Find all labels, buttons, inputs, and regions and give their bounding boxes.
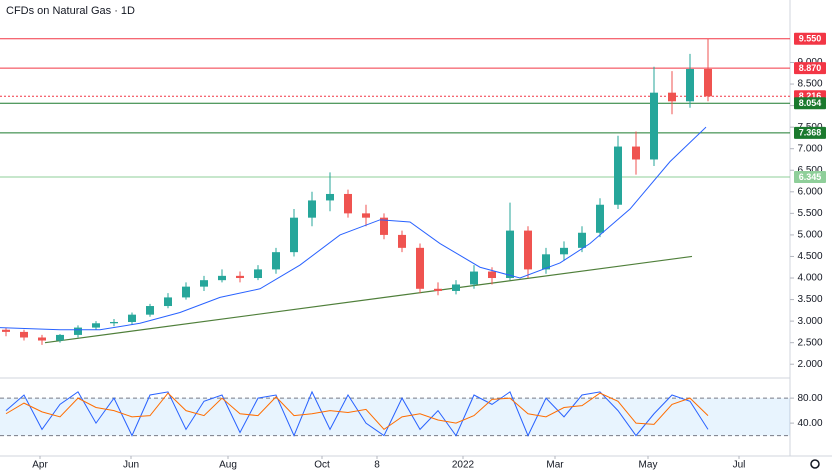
candle-body bbox=[542, 254, 550, 270]
candle-body bbox=[452, 284, 460, 291]
candle-body bbox=[632, 146, 640, 160]
x-tick-label: Aug bbox=[219, 460, 237, 471]
level-label-box bbox=[794, 170, 826, 183]
level-label: 8.870 bbox=[799, 63, 822, 73]
gear[interactable] bbox=[810, 459, 820, 469]
y-tick-label: 2.500 bbox=[797, 337, 822, 348]
level-label-box bbox=[794, 32, 826, 45]
candle-body bbox=[488, 271, 496, 279]
x-tick-label: Oct bbox=[314, 460, 330, 471]
candle-body bbox=[164, 297, 172, 307]
y-tick-label: 3.500 bbox=[797, 294, 822, 305]
candle-body bbox=[326, 193, 334, 201]
y-tick-label: 5.500 bbox=[797, 208, 822, 219]
level-label-box bbox=[794, 97, 826, 110]
y-tick-label: 2.000 bbox=[797, 359, 822, 370]
candle-body bbox=[398, 234, 406, 248]
settings-icon[interactable] bbox=[810, 459, 820, 469]
candle-body bbox=[614, 146, 622, 205]
y-tick-label: 3.000 bbox=[797, 316, 822, 327]
candle-body bbox=[362, 213, 370, 218]
y-tick-label: 6.500 bbox=[797, 165, 822, 176]
y-tick-label: 4.500 bbox=[797, 251, 822, 262]
x-tick-label: Apr bbox=[32, 460, 48, 471]
candle-body bbox=[254, 269, 262, 279]
candle-body bbox=[272, 252, 280, 270]
candle-body bbox=[20, 331, 28, 338]
moving-average bbox=[0, 126, 707, 331]
candle-body bbox=[2, 329, 10, 332]
candle-body bbox=[236, 275, 244, 279]
candle-body bbox=[416, 247, 424, 289]
candle-body bbox=[578, 232, 586, 248]
y-tick-label: 7.000 bbox=[797, 143, 822, 154]
candle-body bbox=[668, 92, 676, 102]
level-label: 9.550 bbox=[799, 34, 822, 44]
y-tick-label: 8.500 bbox=[797, 79, 822, 90]
level-label: 6.345 bbox=[799, 172, 822, 182]
candle-body bbox=[470, 271, 478, 285]
stoch-line bbox=[5, 392, 709, 431]
candle-body bbox=[74, 327, 82, 335]
level-label: 8.054 bbox=[799, 98, 822, 108]
level-label-box bbox=[794, 62, 826, 75]
y-tick-label: 5.000 bbox=[797, 230, 822, 241]
candle-body bbox=[560, 247, 568, 255]
candle-body bbox=[596, 204, 604, 233]
candle-body bbox=[218, 275, 226, 281]
candle-body bbox=[344, 193, 352, 214]
trendline bbox=[44, 255, 693, 344]
y-tick-label: 80.00 bbox=[797, 393, 822, 404]
candle-body bbox=[380, 217, 388, 235]
candle-body bbox=[56, 334, 64, 341]
candle-body bbox=[128, 314, 136, 322]
candle-body bbox=[308, 200, 316, 218]
candle-body bbox=[434, 288, 442, 291]
x-tick-label: Jul bbox=[733, 460, 746, 471]
x-tick-label: Mar bbox=[546, 460, 564, 471]
candle-body bbox=[200, 280, 208, 287]
x-tick-label: May bbox=[639, 460, 658, 471]
level-label: 8.216 bbox=[799, 91, 822, 101]
stoch-band bbox=[0, 398, 790, 436]
candle-body bbox=[290, 217, 298, 253]
candle-body bbox=[110, 321, 118, 324]
candle-body bbox=[686, 68, 694, 102]
x-tick-label: Jun bbox=[123, 460, 139, 471]
y-tick-label: 6.000 bbox=[797, 186, 822, 197]
stoch-line bbox=[5, 390, 709, 437]
candle-body bbox=[704, 68, 712, 97]
x-tick-label: 8 bbox=[374, 460, 380, 471]
x-tick-label: 2022 bbox=[452, 460, 475, 471]
candle-body bbox=[92, 323, 100, 328]
candle-body bbox=[506, 230, 514, 279]
candle-body bbox=[650, 92, 658, 160]
level-label: 7.368 bbox=[799, 128, 822, 138]
candle-body bbox=[146, 306, 154, 315]
y-tick-label: 4.000 bbox=[797, 273, 822, 284]
candle-body bbox=[182, 286, 190, 298]
y-tick-label: 40.00 bbox=[797, 418, 822, 429]
chart-title: CFDs on Natural Gas · 1D bbox=[6, 5, 135, 17]
candle-body bbox=[38, 337, 46, 341]
candle-body bbox=[524, 230, 532, 270]
level-label-box bbox=[794, 126, 826, 139]
